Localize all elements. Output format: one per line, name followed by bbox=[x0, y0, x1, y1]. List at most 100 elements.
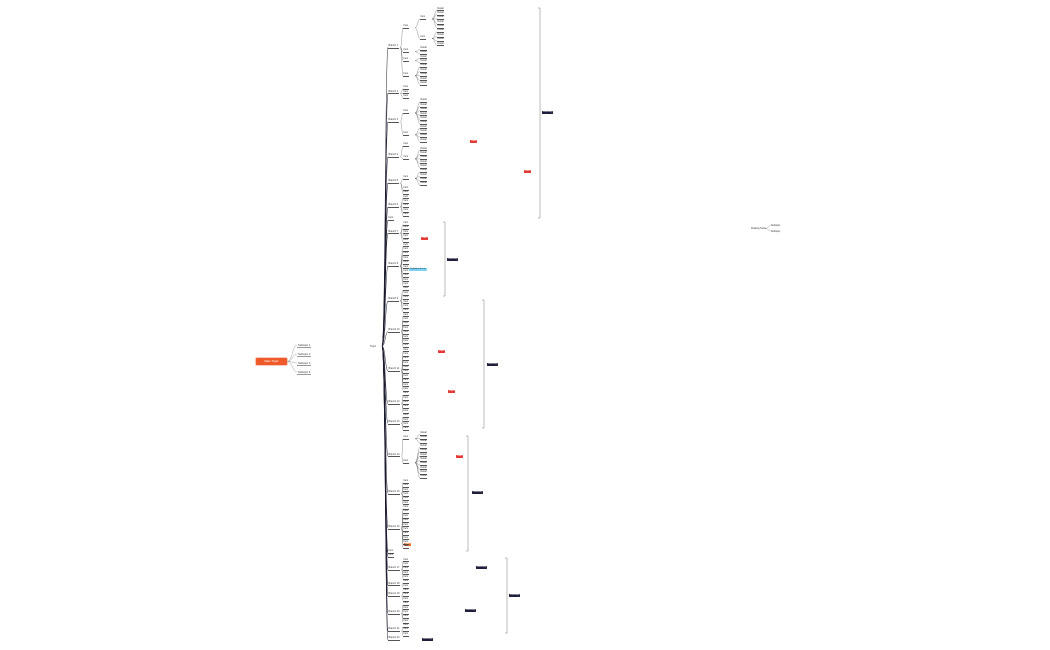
branch-topic[interactable]: Branch 15 bbox=[388, 489, 400, 495]
detail-node[interactable]: Detail bbox=[437, 19, 445, 25]
subtopic-node[interactable]: Item bbox=[403, 360, 409, 366]
subtopic-node[interactable]: Item bbox=[403, 623, 409, 628]
detail-node[interactable]: Detail bbox=[420, 76, 428, 82]
detail-node[interactable]: Detail bbox=[437, 10, 445, 16]
subtopic-node[interactable]: Item bbox=[403, 89, 409, 95]
detail-node[interactable]: Detail bbox=[420, 50, 428, 56]
subtopic-node[interactable]: Item bbox=[403, 220, 409, 226]
subtopic-node[interactable]: Item bbox=[403, 513, 409, 519]
branch-topic[interactable]: Branch 5 bbox=[388, 179, 399, 185]
floating-subtopic[interactable]: Subtopic bbox=[771, 229, 781, 233]
subtopic-node[interactable]: Item bbox=[403, 312, 409, 318]
subtopic-node[interactable]: Item bbox=[403, 609, 409, 615]
floating-topic[interactable]: Floating Topic bbox=[751, 227, 766, 230]
subtopic-3[interactable]: Subtopic 3 bbox=[297, 361, 312, 366]
detail-node[interactable]: Detail bbox=[420, 133, 428, 139]
subtopic-node[interactable]: Item bbox=[403, 343, 409, 349]
subtopic-node[interactable]: Item bbox=[403, 570, 409, 576]
subtopic-node[interactable]: Item bbox=[403, 277, 409, 283]
detail-node[interactable]: Detail bbox=[420, 448, 428, 453]
branch-topic[interactable]: Item bbox=[388, 553, 394, 558]
subtopic-node[interactable]: Item bbox=[403, 386, 409, 392]
subtopic-node[interactable]: Item bbox=[403, 264, 409, 270]
detail-node[interactable]: Detail bbox=[420, 461, 428, 467]
detail-node[interactable]: Detail bbox=[420, 456, 428, 462]
detail-node[interactable]: Detail bbox=[437, 24, 445, 29]
detail-node[interactable]: Item bbox=[420, 15, 426, 21]
subtopic-node[interactable]: Item bbox=[403, 317, 409, 322]
subtopic-node[interactable]: Item bbox=[403, 229, 409, 235]
subtopic-node[interactable]: Item bbox=[403, 426, 409, 432]
subtopic-node[interactable]: Item bbox=[403, 373, 409, 379]
subtopic-node[interactable]: Item bbox=[403, 561, 409, 567]
label-tag[interactable]: Label bbox=[421, 237, 429, 240]
highlight-tag[interactable]: Highlighted item bbox=[409, 268, 427, 271]
subtopic-node[interactable]: Item bbox=[403, 247, 409, 252]
summary-tag[interactable]: Summary bbox=[422, 638, 434, 641]
detail-node[interactable]: Detail bbox=[420, 435, 428, 440]
label-tag[interactable]: Label bbox=[524, 170, 532, 173]
detail-node[interactable]: Detail bbox=[420, 107, 428, 112]
subtopic-node[interactable]: Item bbox=[403, 203, 409, 209]
subtopic-node[interactable]: Item bbox=[403, 242, 409, 248]
detail-node[interactable]: Detail bbox=[420, 129, 428, 134]
subtopic-node[interactable]: Item bbox=[403, 142, 409, 147]
subtopic-node[interactable]: Item bbox=[403, 400, 409, 405]
subtopic-node[interactable]: Item bbox=[403, 518, 409, 523]
subtopic-node[interactable]: Item bbox=[403, 601, 409, 607]
subtopic-node[interactable]: Item bbox=[403, 500, 409, 506]
subtopic-node[interactable]: Item bbox=[403, 207, 409, 213]
detail-node[interactable]: Detail bbox=[420, 470, 428, 475]
subtopic-node[interactable]: Item bbox=[403, 413, 409, 419]
subtopic-node[interactable]: Item bbox=[403, 535, 409, 541]
subtopic-node[interactable]: Item bbox=[403, 627, 409, 633]
subtopic-node[interactable]: Item bbox=[403, 391, 409, 397]
summary-tag[interactable]: Summary bbox=[447, 258, 459, 261]
subtopic-node[interactable]: Item bbox=[403, 478, 409, 484]
detail-node[interactable]: Detail bbox=[420, 439, 428, 445]
subtopic-node[interactable]: Item bbox=[403, 395, 409, 401]
subtopic-node[interactable]: Item bbox=[403, 378, 409, 384]
subtopic-node[interactable]: Item bbox=[403, 421, 409, 427]
detail-node[interactable]: Detail bbox=[420, 474, 428, 480]
subtopic-node[interactable]: Item bbox=[403, 509, 409, 515]
subtopic-node[interactable]: Item bbox=[403, 588, 409, 593]
subtopic-node[interactable]: Item bbox=[403, 408, 409, 414]
subtopic-4[interactable]: Subtopic 4 bbox=[297, 370, 312, 375]
detail-node[interactable]: Detail bbox=[420, 115, 428, 121]
subtopic-node[interactable]: Item bbox=[403, 404, 409, 410]
label-tag[interactable]: Label bbox=[456, 455, 464, 458]
detail-node[interactable]: Detail bbox=[437, 32, 445, 38]
label-tag[interactable]: Label bbox=[438, 350, 446, 353]
second-root-topic[interactable]: Topic bbox=[370, 344, 377, 348]
branch-topic[interactable]: Branch 8 bbox=[388, 262, 399, 268]
branch-topic[interactable]: Branch 19 bbox=[388, 592, 400, 598]
subtopic-node[interactable]: Item bbox=[403, 365, 409, 370]
subtopic-node[interactable]: Item bbox=[403, 255, 409, 261]
subtopic-node[interactable]: Item bbox=[403, 631, 409, 637]
summary-tag[interactable]: Summary bbox=[465, 609, 477, 612]
detail-node[interactable]: Detail bbox=[437, 6, 445, 12]
subtopic-node[interactable]: Item bbox=[403, 251, 409, 257]
detail-node[interactable]: Detail bbox=[420, 67, 428, 73]
subtopic-node[interactable]: Item bbox=[403, 48, 409, 53]
subtopic-node[interactable]: Item bbox=[403, 190, 409, 196]
branch-topic[interactable]: Item bbox=[388, 548, 394, 554]
subtopic-node[interactable]: Item bbox=[403, 212, 409, 217]
subtopic-node[interactable]: Item bbox=[403, 459, 409, 464]
subtopic-node[interactable]: Item bbox=[403, 225, 409, 230]
detail-node[interactable]: Detail bbox=[420, 150, 428, 156]
summary-tag[interactable]: Summary bbox=[487, 363, 499, 366]
detail-node[interactable]: Detail bbox=[420, 452, 428, 458]
subtopic-node[interactable]: Item bbox=[403, 614, 409, 620]
detail-node[interactable]: Detail bbox=[420, 120, 428, 126]
subtopic-node[interactable]: Item bbox=[403, 308, 409, 314]
detail-node[interactable]: Detail bbox=[420, 54, 428, 60]
detail-node[interactable]: Detail bbox=[420, 465, 428, 471]
branch-topic[interactable]: Branch 14 bbox=[388, 452, 400, 458]
detail-node[interactable]: Detail bbox=[420, 72, 428, 77]
branch-topic[interactable]: Branch 13 bbox=[388, 419, 400, 425]
branch-topic[interactable]: Branch 12 bbox=[388, 400, 400, 405]
subtopic-node[interactable]: Item bbox=[403, 338, 409, 344]
subtopic-node[interactable]: Item bbox=[403, 347, 409, 353]
